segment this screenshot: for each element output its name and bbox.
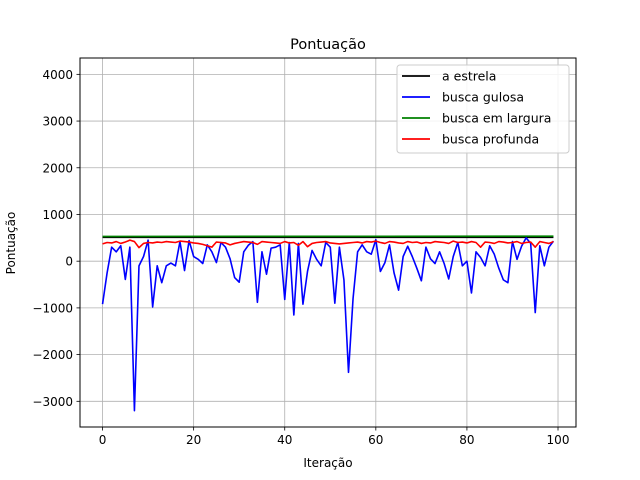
legend-box xyxy=(396,64,570,154)
chart-title: Pontuação xyxy=(290,37,366,53)
series-line-busca-profunda xyxy=(102,239,554,249)
series-lines xyxy=(101,235,555,412)
x-tick-label: 60 xyxy=(368,433,383,447)
x-axis-title: Iteração xyxy=(303,456,352,470)
x-tick-label: 40 xyxy=(277,433,292,447)
legend-label-a-estrela: a estrela xyxy=(442,69,496,84)
y-tick-label: 3000 xyxy=(42,115,73,129)
x-tick-label: 20 xyxy=(186,433,201,447)
legend-label-busca-gulosa: busca gulosa xyxy=(442,90,524,105)
y-tick-label: 2000 xyxy=(42,161,73,175)
plot-frame xyxy=(79,57,577,428)
y-tick-label: 0 xyxy=(65,255,73,269)
x-tick-label: 100 xyxy=(547,433,570,447)
series-line-busca-gulosa xyxy=(101,237,555,412)
legend-label-busca-em-largura: busca em largura xyxy=(442,111,551,126)
y-tick-label: −2000 xyxy=(32,348,73,362)
x-tick-label: 0 xyxy=(99,433,107,447)
y-tick-label: 1000 xyxy=(42,208,73,222)
y-tick-label: −1000 xyxy=(32,301,73,315)
y-tick-label: 4000 xyxy=(42,68,73,82)
axis-ticks: 0 20 40 60 80 100 −3000 −2000 −1000 0 1000 2000 3000… xyxy=(32,68,569,447)
legend: a estrela busca gulosa busca em largura bus… xyxy=(396,64,570,154)
legend-label-busca-profunda: busca profunda xyxy=(442,132,539,147)
y-axis-title: Pontuação xyxy=(4,212,18,275)
grid xyxy=(80,58,576,427)
x-tick-label: 80 xyxy=(459,433,474,447)
y-tick-label: −3000 xyxy=(32,395,73,409)
